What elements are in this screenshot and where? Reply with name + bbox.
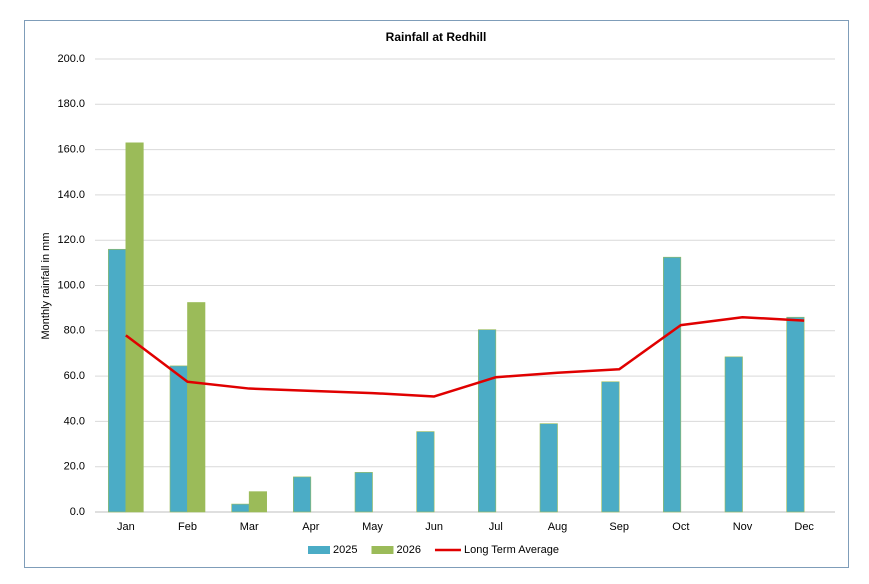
bar [231, 503, 250, 513]
line [125, 315, 805, 398]
y-tick-label: 180.0 [57, 98, 85, 110]
y-tick-label: 100.0 [57, 279, 85, 291]
x-tick-label: Jun [425, 521, 443, 533]
y-tick-label: 20.0 [64, 461, 85, 473]
legend-label: Long Term Average [464, 544, 559, 556]
bar [601, 381, 620, 513]
y-tick-label: 60.0 [64, 370, 85, 382]
x-tick-label: Oct [672, 521, 689, 533]
x-tick-label: Jan [117, 521, 135, 533]
x-tick-label: Aug [548, 521, 568, 533]
x-tick-label: Jul [489, 521, 503, 533]
legend-label: 2026 [396, 544, 420, 556]
x-tick-label: Nov [733, 521, 753, 533]
chart-title: Rainfall at Redhill [386, 30, 487, 44]
bar [416, 431, 435, 513]
x-tick-label: Feb [178, 521, 197, 533]
y-tick-label: 200.0 [57, 53, 85, 65]
bar [539, 423, 558, 513]
bar [169, 365, 188, 513]
y-tick-label: 120.0 [57, 234, 85, 246]
bar [125, 142, 144, 513]
y-tick-label: 160.0 [57, 144, 85, 156]
x-tick-label: May [362, 521, 383, 533]
chart-border [24, 20, 849, 568]
x-tick-label: Apr [302, 521, 319, 533]
legend-swatch [308, 546, 330, 554]
y-tick-label: 80.0 [64, 325, 85, 337]
bar [248, 491, 267, 513]
bar [293, 476, 312, 513]
x-tick-label: Dec [794, 521, 814, 533]
x-tick-label: Sep [609, 521, 629, 533]
legend-label: 2025 [333, 544, 357, 556]
y-axis-label: Monthly rainfall in mm [40, 233, 52, 340]
y-tick-label: 40.0 [64, 415, 85, 427]
x-tick-label: Mar [240, 521, 259, 533]
legend-swatch [371, 546, 394, 554]
bar [786, 316, 805, 513]
y-tick-label: 0.0 [70, 506, 85, 518]
bar [108, 248, 127, 513]
bar [354, 472, 373, 513]
bar [724, 356, 743, 513]
y-tick-label: 140.0 [57, 189, 85, 201]
bar [663, 256, 682, 513]
bar [478, 329, 497, 513]
bar [187, 302, 206, 513]
